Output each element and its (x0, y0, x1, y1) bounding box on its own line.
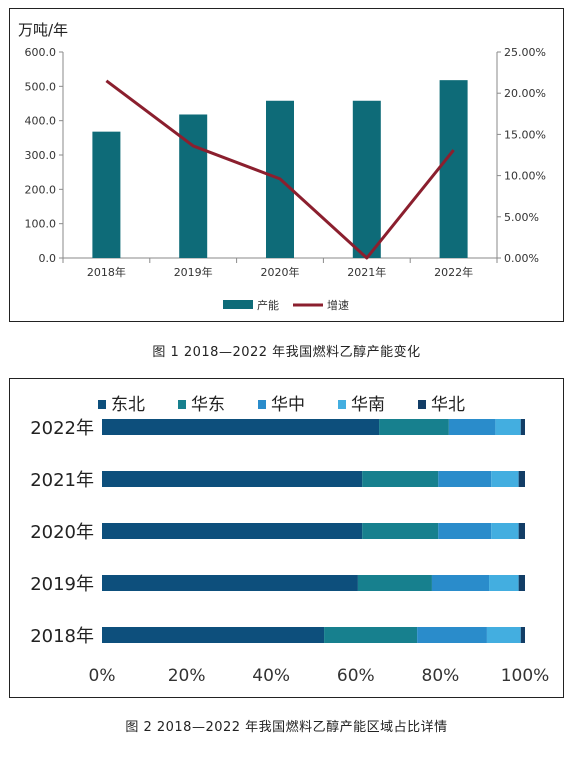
stacked-segment (379, 419, 449, 435)
right-axis-tick-label: 5.00% (504, 211, 539, 224)
x-axis-tick-label: 2019年 (174, 265, 213, 279)
left-axis-tick-label: 400.0 (25, 115, 57, 128)
stacked-segment (438, 523, 492, 539)
capacity-bar (179, 114, 208, 258)
stacked-segment (357, 575, 432, 591)
capacity-bar (352, 100, 381, 259)
legend-label: 华北 (431, 395, 465, 415)
year-label: 2019年 (30, 574, 94, 595)
stacked-segment (448, 419, 496, 435)
legend-label-capacity: 产能 (257, 298, 279, 312)
stacked-segment (486, 627, 521, 643)
legend-swatch (98, 400, 106, 409)
stacked-segment (495, 419, 521, 435)
right-axis-tick-label: 0.00% (504, 252, 539, 265)
figure-2-caption: 图 2 2018—2022 年我国燃料乙醇产能区域占比详情 (125, 720, 448, 735)
stacked-segment (102, 471, 363, 487)
stacked-segment (431, 575, 490, 591)
legend-swatch (418, 400, 426, 409)
left-axis-unit-label: 万吨/年 (18, 21, 69, 39)
left-axis-tick-label: 300.0 (25, 149, 57, 162)
year-label: 2020年 (30, 522, 94, 543)
capacity-chart-panel: 万吨/年 0.0 100.0 200.0 300.0 400.0 500.0 600.0 0.… (9, 8, 564, 322)
region-share-chart: 东北 华东 华中 华南 华北 2022年 2021年 2020年 2019年 2018年 0% 20%… (30, 395, 550, 686)
x-axis-tick-label: 2021年 (347, 265, 386, 279)
x-axis-tick-label: 80% (422, 666, 460, 686)
stacked-segment (518, 523, 525, 539)
legend-swatch-capacity (223, 300, 253, 309)
capacity-bar (92, 131, 121, 258)
left-axis-tick-label: 0.0 (39, 252, 57, 265)
stacked-segment (520, 627, 525, 643)
x-axis-tick-label: 2018年 (87, 265, 126, 279)
legend-label: 华南 (351, 395, 385, 415)
stacked-segment (102, 627, 325, 643)
x-axis-tick-label: 0% (89, 666, 116, 686)
year-label: 2021年 (30, 470, 94, 491)
right-axis-tick-label: 15.00% (504, 128, 546, 141)
x-axis-tick-label: 2020年 (261, 265, 300, 279)
left-axis-tick-label: 200.0 (25, 183, 57, 196)
stacked-segment (518, 471, 525, 487)
x-axis-tick-label: 20% (168, 666, 206, 686)
legend-label: 华东 (191, 395, 225, 415)
stacked-segment (438, 471, 492, 487)
x-axis-tick-label: 40% (252, 666, 290, 686)
x-axis-tick-label: 2022年 (434, 265, 473, 279)
capacity-chart: 0.0 100.0 200.0 300.0 400.0 500.0 600.0 0.00% 5.… (25, 46, 546, 312)
stacked-segment (491, 523, 519, 539)
capacity-bar (439, 80, 468, 258)
stacked-segment (102, 575, 358, 591)
growth-rate-line (105, 79, 455, 260)
legend-swatch (338, 400, 346, 409)
left-axis-tick-label: 100.0 (25, 218, 57, 231)
stacked-segment (491, 471, 519, 487)
right-axis-tick-label: 10.00% (504, 170, 546, 183)
stacked-segment (489, 575, 519, 591)
legend-swatch (178, 400, 186, 409)
year-label: 2022年 (30, 418, 94, 439)
right-axis-tick-label: 20.00% (504, 87, 546, 100)
stacked-segment (520, 419, 525, 435)
stacked-segment (362, 471, 439, 487)
stacked-segment (102, 419, 380, 435)
region-share-chart-panel: 东北 华东 华中 华南 华北 2022年 2021年 2020年 2019年 2018年 0% 20%… (9, 378, 564, 698)
left-axis-tick-label: 600.0 (25, 46, 57, 59)
legend-label: 华中 (271, 395, 305, 415)
x-axis-tick-label: 100% (501, 666, 550, 686)
legend-swatch (258, 400, 266, 409)
year-label: 2018年 (30, 626, 94, 647)
stacked-segment (417, 627, 487, 643)
stacked-segment (518, 575, 525, 591)
stacked-segment (324, 627, 418, 643)
legend-label: 东北 (111, 395, 145, 415)
x-axis-tick-label: 60% (337, 666, 375, 686)
stacked-segment (102, 523, 363, 539)
right-axis-tick-label: 25.00% (504, 46, 546, 59)
left-axis-tick-label: 500.0 (25, 80, 57, 93)
stacked-segment (362, 523, 439, 539)
figure-1-caption: 图 1 2018—2022 年我国燃料乙醇产能变化 (152, 345, 421, 360)
legend-label-growth: 增速 (327, 298, 349, 312)
